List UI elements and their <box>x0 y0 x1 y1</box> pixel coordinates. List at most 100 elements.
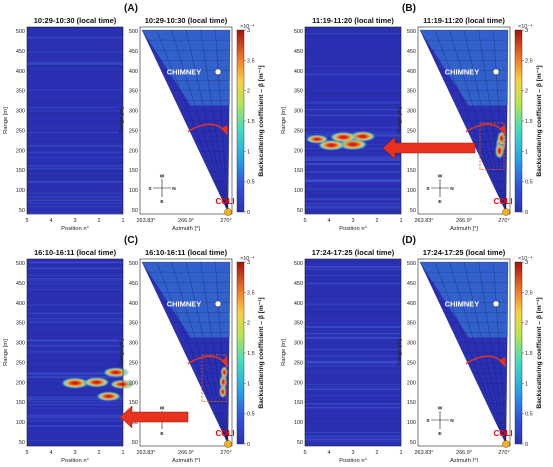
x-tick-label: 263.83° <box>414 450 433 456</box>
texture-band <box>27 360 123 362</box>
y-tick-label: 100 <box>294 188 303 194</box>
texture-band <box>305 403 401 405</box>
texture-band <box>305 156 401 158</box>
y-tick-label: 450 <box>294 281 303 287</box>
texture-band <box>305 284 401 285</box>
y-tick-label: 250 <box>407 360 416 366</box>
texture-band <box>305 438 401 440</box>
texture-band <box>305 388 401 391</box>
x-tick-label: 1 <box>121 218 124 224</box>
texture-band <box>27 355 123 357</box>
x-tick-label: 4 <box>49 218 52 224</box>
texture-band <box>305 204 401 206</box>
compass-e: E <box>438 431 442 437</box>
texture-band <box>27 197 123 200</box>
left-xlabel: Position n° <box>61 458 89 462</box>
y-tick-label: 450 <box>407 281 416 287</box>
y-tick-label: 500 <box>294 261 303 267</box>
x-tick-label: 263.83° <box>136 450 155 456</box>
plume-hotspot <box>96 391 122 402</box>
y-tick-label: 400 <box>407 301 416 307</box>
texture-band <box>27 163 123 166</box>
texture-band <box>27 147 123 149</box>
compass-n: N <box>450 418 454 424</box>
left-plot-area <box>305 27 401 214</box>
texture-band <box>305 119 401 121</box>
colorbar-tick-label: 1 <box>247 381 250 387</box>
texture-band <box>305 156 401 158</box>
texture-band <box>27 334 123 336</box>
y-tick-label: 400 <box>407 69 416 75</box>
texture-band <box>305 282 401 285</box>
left-title: 10:29-10:30 (local time) <box>34 16 117 25</box>
y-tick-label: 400 <box>16 69 25 75</box>
colorbar-gradient <box>514 261 523 445</box>
compass-n: N <box>172 186 176 192</box>
texture-band <box>305 350 401 352</box>
right-fan-plot: CHIMNEY COLI W E S N 10:29-10:30 (local time) 5… <box>119 16 235 232</box>
left-title: 11:19-11:20 (local time) <box>312 16 394 25</box>
y-tick-label: 200 <box>294 148 303 154</box>
texture-band <box>305 328 401 330</box>
plume-hotspot <box>102 367 129 378</box>
right-title: 16:10-16:11 (local time) <box>145 248 228 257</box>
texture-band <box>305 390 401 391</box>
y-tick-label: 500 <box>16 29 25 35</box>
texture-band <box>305 280 401 282</box>
texture-band <box>27 304 123 306</box>
scan-arrowhead <box>221 357 228 368</box>
texture-band <box>27 146 123 148</box>
texture-band <box>27 192 123 195</box>
panel-c: 16:10-16:11 (local time)5004504003503002… <box>3 235 265 464</box>
texture-band <box>27 62 123 64</box>
y-tick-label: 350 <box>407 89 416 95</box>
colorbar-tick-label: 0.5 <box>247 180 255 186</box>
chimney-marker <box>214 300 222 308</box>
colorbar-gradient <box>236 29 245 213</box>
texture-band <box>305 434 401 436</box>
y-tick-label: 50 <box>19 440 25 446</box>
texture-band <box>305 35 401 36</box>
right-ylabel: Range [m] <box>397 339 403 366</box>
x-tick-label: 5 <box>303 450 306 456</box>
colorbar-tick-label: 3 <box>525 28 528 34</box>
texture-band <box>27 437 123 438</box>
texture-band <box>305 337 401 339</box>
y-tick-label: 100 <box>16 188 25 194</box>
texture-band <box>27 267 123 270</box>
texture-band <box>305 177 401 178</box>
texture-band <box>27 132 123 134</box>
y-tick-label: 50 <box>410 208 416 214</box>
texture-band <box>27 206 123 207</box>
texture-band <box>305 271 401 273</box>
left-plot-frame <box>304 26 402 215</box>
texture-band <box>305 306 401 308</box>
y-tick-label: 500 <box>407 29 416 35</box>
texture-band <box>27 367 123 370</box>
coli-label: COLI <box>493 429 512 438</box>
left-xlabel: Position n° <box>61 226 89 232</box>
texture-band <box>305 102 401 104</box>
texture-band <box>305 112 401 114</box>
texture-band <box>305 131 401 133</box>
y-tick-label: 100 <box>16 420 25 426</box>
texture-band <box>305 202 401 205</box>
y-tick-label: 300 <box>294 341 303 347</box>
left-ylabel: Range [m] <box>281 339 287 366</box>
panel-label: (B) <box>402 3 416 14</box>
chimney-label: CHIMNEY <box>445 299 480 308</box>
texture-band <box>305 349 401 351</box>
colorbar-label: Backscattering coefficient – β [m⁻¹] <box>536 297 543 408</box>
colorbar-tick-label: 1 <box>525 149 528 155</box>
texture-band <box>27 212 123 214</box>
x-tick-label: 5 <box>25 450 28 456</box>
x-tick-label: 263.83° <box>414 218 433 224</box>
texture-band <box>305 265 401 268</box>
texture-band <box>305 432 401 433</box>
texture-band <box>27 318 123 320</box>
texture-band <box>305 180 401 182</box>
y-tick-label: 250 <box>129 360 138 366</box>
colorbar-tick-label: 3 <box>247 260 250 266</box>
fan-hotspot <box>220 366 228 379</box>
texture-band <box>27 27 123 29</box>
